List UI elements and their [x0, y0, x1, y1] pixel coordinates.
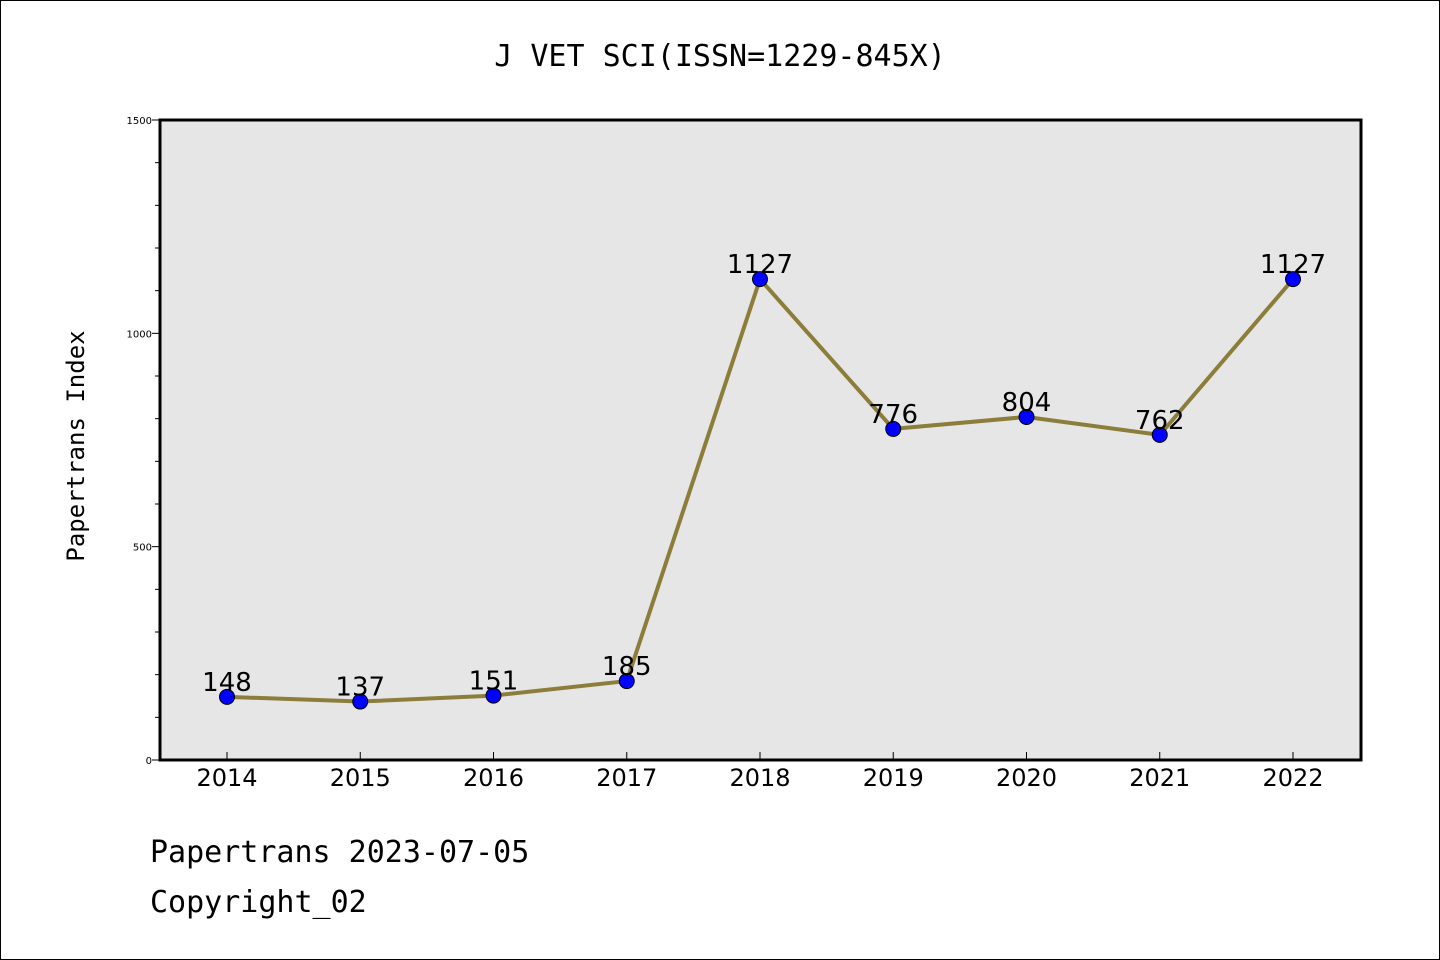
data-label: 1127	[1260, 250, 1326, 280]
series-group: 148 137 151 185 1127 776 804 762 1127	[202, 250, 1326, 710]
data-label: 148	[202, 668, 252, 698]
data-label: 804	[1002, 388, 1052, 418]
data-point-marker	[352, 693, 369, 710]
data-point-marker	[752, 271, 768, 288]
y-tick-label: 0	[146, 756, 152, 767]
x-tick-label: 2017	[596, 764, 657, 792]
data-point-marker	[618, 673, 635, 690]
x-axis-ticks: 2014 2015 2016 2017 2018 2019 2020 2021 2022	[196, 752, 1324, 792]
y-axis-ticks: 0 500 1000 1500	[127, 116, 160, 767]
data-point-marker	[1018, 408, 1035, 425]
data-point-marker	[1285, 271, 1301, 288]
x-tick-label: 2015	[330, 764, 391, 792]
x-tick-label: 2018	[729, 764, 790, 792]
x-tick-label: 2016	[463, 764, 524, 792]
data-label: 776	[868, 400, 918, 430]
x-tick-label: 2014	[196, 764, 257, 792]
x-tick-label: 2022	[1262, 764, 1323, 792]
footer-copyright-text: Copyright_02	[150, 885, 367, 920]
data-label: 1127	[727, 250, 793, 280]
data-point-marker	[1151, 426, 1168, 443]
data-label: 762	[1135, 406, 1185, 436]
data-label: 151	[469, 667, 519, 697]
y-axis-label: Papertrans Index	[62, 330, 90, 561]
footer-date-text: Papertrans 2023-07-05	[150, 835, 530, 870]
data-label: 137	[335, 673, 385, 703]
y-tick-label: 1000	[127, 329, 152, 340]
x-tick-label: 2019	[863, 764, 924, 792]
x-tick-label: 2020	[996, 764, 1057, 792]
y-tick-label: 500	[133, 543, 152, 554]
data-point-marker	[885, 420, 902, 437]
x-tick-label: 2021	[1129, 764, 1190, 792]
plot-area	[158, 118, 1363, 762]
chart-title: J VET SCI(ISSN=1229-845X)	[494, 39, 946, 74]
y-tick-label: 1500	[127, 116, 152, 127]
data-point-marker	[485, 687, 502, 704]
data-point-marker	[219, 688, 235, 705]
data-label: 185	[602, 652, 652, 682]
